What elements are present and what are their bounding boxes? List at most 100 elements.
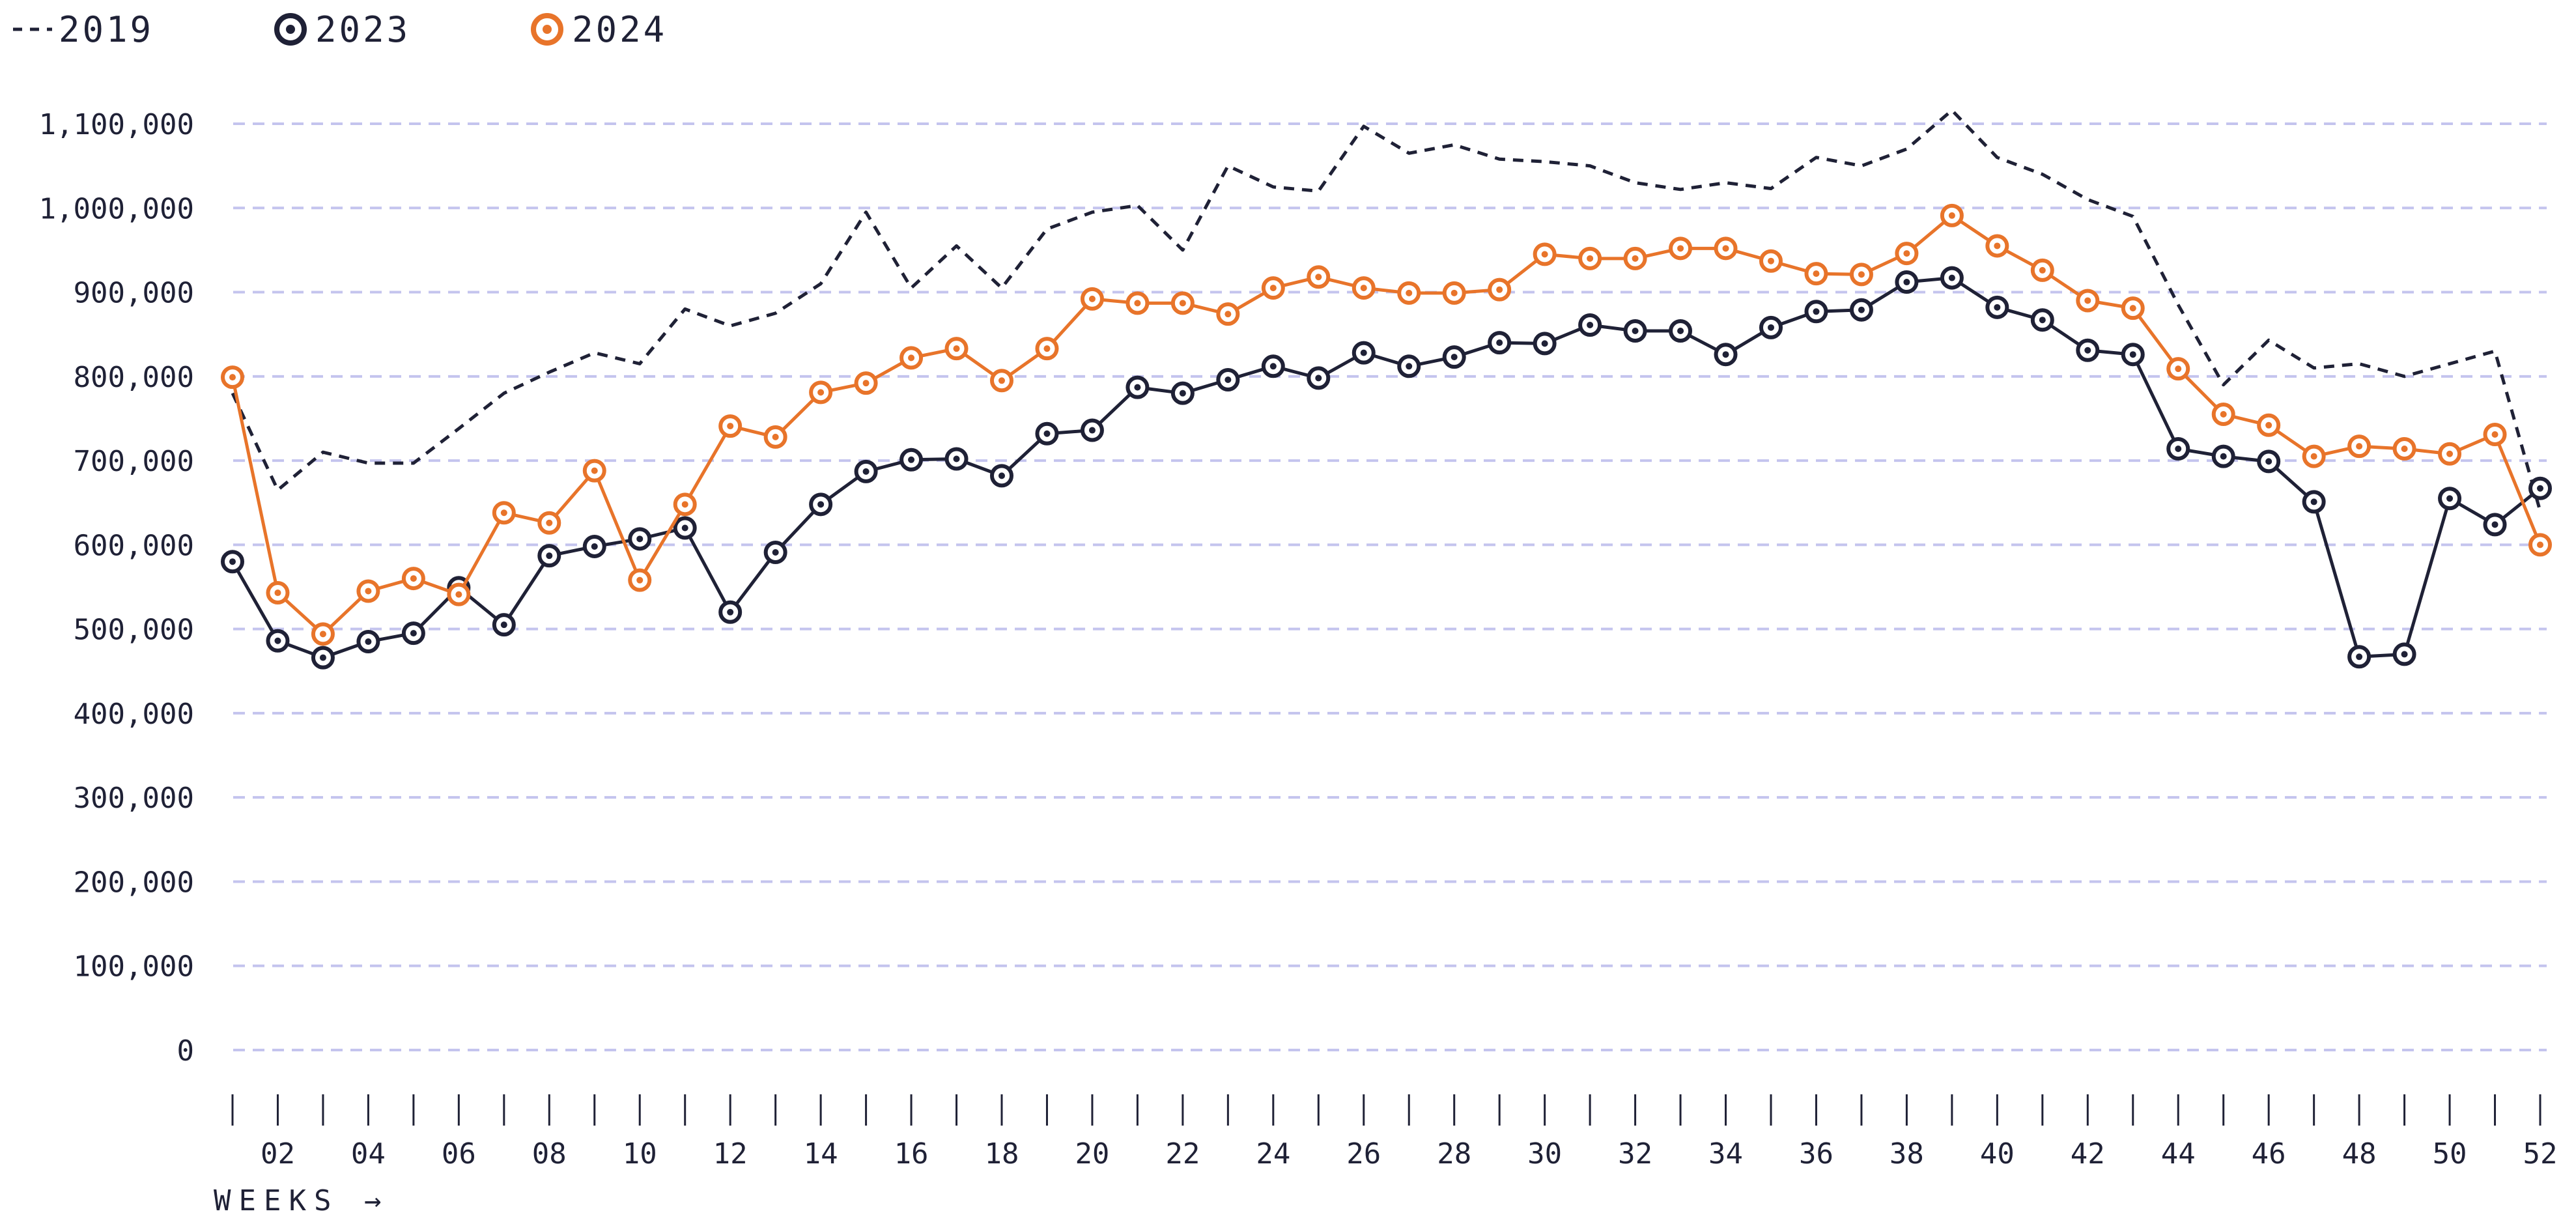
- x-tick-label: 32: [1618, 1137, 1652, 1171]
- data-point-center-2023: [2129, 351, 2136, 358]
- data-point-center-2023: [1360, 349, 1367, 356]
- y-tick-label: 1,100,000: [39, 108, 194, 141]
- x-tick-label: 40: [1980, 1137, 2015, 1171]
- data-point-center-2024: [1632, 255, 1639, 262]
- x-tick-label: 36: [1799, 1137, 1833, 1171]
- ring-dot-icon: [274, 13, 307, 46]
- data-point-center-2024: [1179, 300, 1186, 307]
- data-point-center-2024: [591, 467, 598, 474]
- data-point-center-2024: [546, 519, 553, 526]
- legend-item-2024[interactable]: 2024: [528, 9, 667, 50]
- data-point-center-2023: [1541, 340, 1548, 347]
- data-point-center-2024: [2039, 266, 2046, 274]
- x-tick-label: 08: [532, 1137, 567, 1171]
- y-tick-label: 800,000: [74, 361, 194, 394]
- data-point-center-2023: [1134, 384, 1141, 391]
- legend-item-2019[interactable]: 2019: [12, 9, 154, 50]
- data-point-center-2023: [2401, 651, 2408, 658]
- data-point-center-2024: [1768, 257, 1774, 264]
- data-point-center-2023: [1858, 306, 1865, 313]
- data-point-center-2023: [681, 524, 688, 532]
- data-point-center-2023: [908, 456, 915, 463]
- series-line-2023: [231, 276, 2541, 660]
- data-point-center-2024: [2265, 421, 2272, 429]
- data-point-center-2023: [2265, 458, 2272, 465]
- data-point-center-2024: [2491, 431, 2498, 438]
- data-point-center-2024: [365, 588, 372, 595]
- data-point-center-2024: [1315, 274, 1322, 281]
- data-point-center-2024: [681, 501, 688, 508]
- x-tick-label: 42: [2071, 1137, 2105, 1171]
- data-point-center-2023: [727, 608, 734, 616]
- data-point-center-2023: [1043, 430, 1051, 437]
- data-point-center-2024: [319, 631, 326, 638]
- data-point-center-2024: [772, 433, 779, 440]
- dashed-line-icon: [13, 27, 52, 31]
- data-point-center-2024: [1677, 245, 1684, 252]
- data-point-center-2024: [1451, 289, 1458, 296]
- x-axis-label: WEEKS →: [214, 1184, 389, 1217]
- data-point-center-2023: [1088, 427, 1096, 434]
- data-point-center-2024: [2084, 297, 2091, 304]
- legend-item-2023[interactable]: 2023: [271, 9, 410, 50]
- y-tick-label: 900,000: [74, 277, 194, 310]
- data-point-center-2023: [2084, 347, 2091, 354]
- x-tick-label: 10: [623, 1137, 657, 1171]
- y-tick-label: 200,000: [74, 866, 194, 899]
- x-tick-label: 24: [1256, 1137, 1290, 1171]
- data-point-center-2024: [2129, 305, 2136, 312]
- data-point-center-2024: [1903, 250, 1910, 257]
- series-line-2019: [231, 108, 2542, 512]
- ring-dot-icon: [531, 13, 564, 46]
- data-point-center-2024: [636, 576, 644, 584]
- data-point-center-2023: [410, 630, 417, 637]
- data-point-center-2024: [1948, 212, 1955, 219]
- data-point-center-2023: [1632, 328, 1639, 335]
- data-point-center-2023: [319, 654, 326, 661]
- x-tick-label: 38: [1890, 1137, 1924, 1171]
- data-point-center-2024: [2356, 443, 2363, 450]
- data-point-center-2023: [546, 552, 553, 560]
- data-point-center-2023: [817, 501, 825, 508]
- data-point-center-2023: [636, 535, 644, 543]
- y-tick-label: 500,000: [74, 614, 194, 647]
- data-point-center-2024: [2446, 450, 2454, 457]
- data-point-center-2024: [1360, 285, 1367, 292]
- x-tick-label: 30: [1527, 1137, 1562, 1171]
- data-point-center-2024: [455, 591, 462, 598]
- x-tick-label: 02: [261, 1137, 295, 1171]
- data-point-center-2024: [1858, 271, 1865, 278]
- data-point-center-2023: [274, 637, 281, 644]
- x-tick-label: 52: [2523, 1137, 2558, 1171]
- data-point-center-2024: [908, 354, 915, 362]
- y-tick-label: 600,000: [74, 529, 194, 562]
- data-point-center-2023: [1406, 363, 1413, 370]
- data-point-center-2024: [1043, 345, 1051, 352]
- data-point-center-2023: [1315, 375, 1322, 382]
- legend-label-2023: 2023: [315, 8, 411, 50]
- y-tick-label: 0: [177, 1034, 195, 1068]
- data-point-center-2023: [1587, 321, 1594, 328]
- x-tick-label: 22: [1165, 1137, 1200, 1171]
- data-point-center-2023: [862, 468, 870, 475]
- data-point-center-2023: [365, 638, 372, 646]
- data-point-center-2024: [500, 509, 507, 517]
- data-point-center-2024: [1496, 286, 1503, 293]
- x-tick-label: 16: [894, 1137, 929, 1171]
- data-point-center-2024: [862, 380, 870, 387]
- legend: 2019 2023 2024: [12, 7, 784, 52]
- data-point-center-2024: [1224, 311, 1232, 318]
- data-point-center-2024: [2175, 365, 2182, 373]
- data-point-center-2023: [2491, 521, 2498, 528]
- x-tick-label: 46: [2252, 1137, 2286, 1171]
- data-point-center-2023: [1677, 328, 1684, 335]
- data-point-center-2024: [1269, 285, 1277, 292]
- data-point-center-2023: [2446, 495, 2454, 502]
- data-point-center-2023: [1451, 354, 1458, 361]
- x-tick-label: 20: [1075, 1137, 1109, 1171]
- y-tick-label: 700,000: [74, 445, 194, 478]
- data-point-center-2023: [2310, 498, 2317, 505]
- data-point-center-2023: [1994, 304, 2001, 311]
